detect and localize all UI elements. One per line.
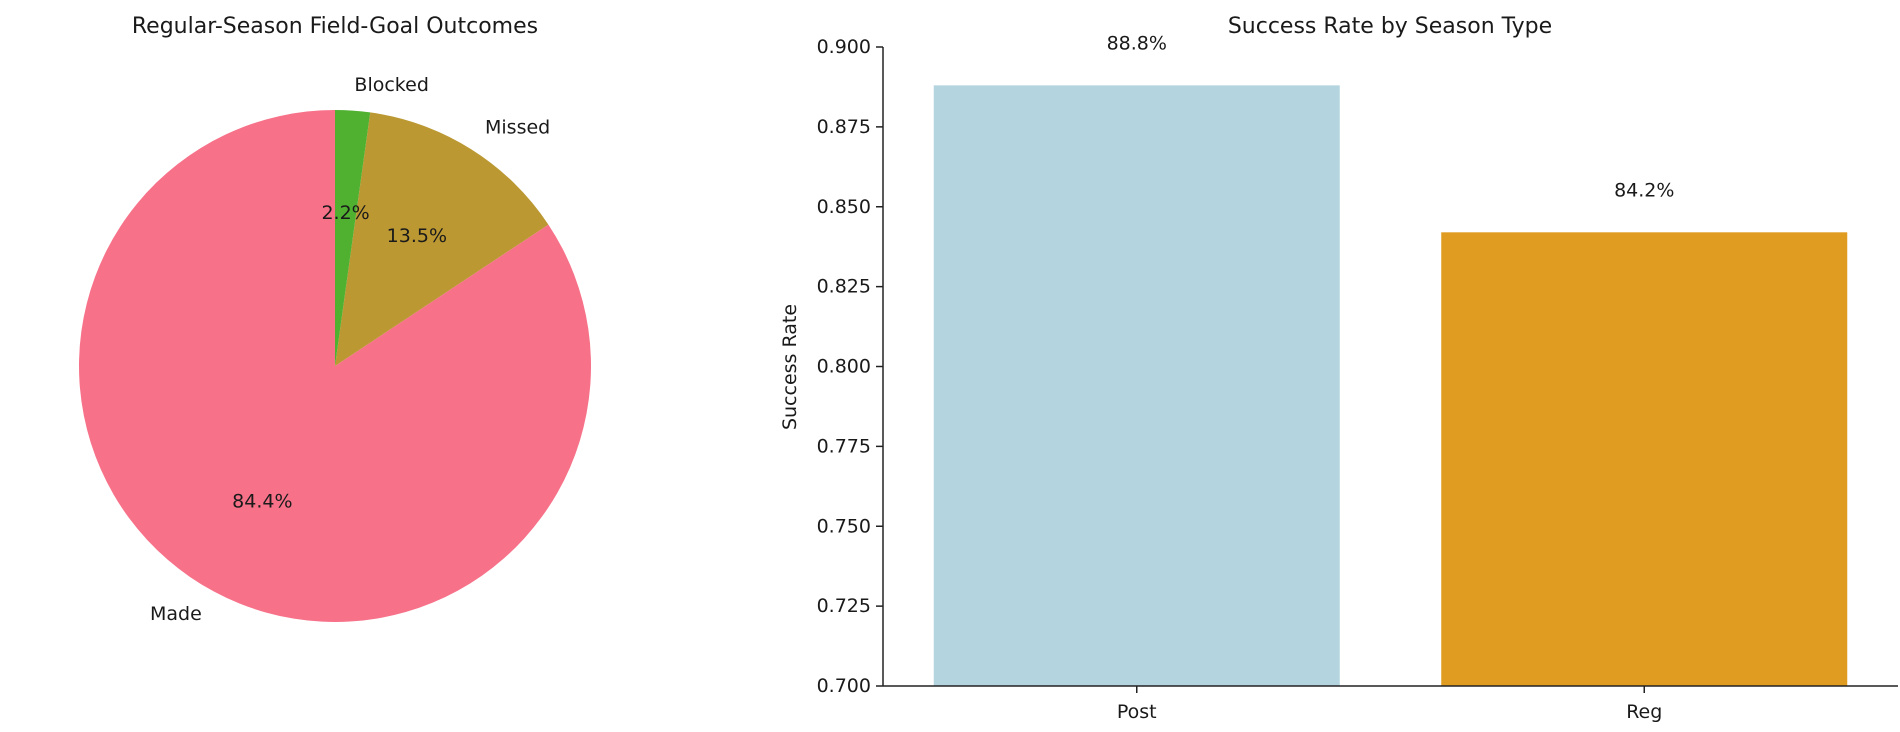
y-tick-label: 0.875 — [817, 116, 871, 138]
pie-slice-missed — [335, 112, 549, 366]
pie-pct-blocked: 2.2% — [321, 202, 369, 224]
y-tick-label: 0.750 — [817, 515, 871, 537]
pie-pct-missed: 13.5% — [387, 225, 447, 247]
x-tick-label-post: Post — [1117, 701, 1157, 723]
pie-label-blocked: Blocked — [354, 74, 428, 96]
pie-slice-blocked — [335, 110, 371, 366]
bar-axes: Post Reg 0.700 0.725 0.750 0.775 0.800 0.825 0.8… — [817, 36, 1898, 723]
bar-chart-title: Success Rate by Season Type — [1228, 14, 1552, 39]
y-tick-label: 0.825 — [817, 276, 871, 298]
y-tick-label: 0.775 — [817, 435, 871, 457]
pie-slices — [79, 110, 592, 622]
bar-value-post: 88.8% — [1107, 32, 1167, 54]
y-axis-title: Success Rate — [779, 304, 801, 430]
pie-texts: 84.4% Made 13.5% Missed 2.2% Blocked — [150, 74, 550, 625]
pie-pct-made: 84.4% — [232, 490, 292, 512]
x-tick-label-reg: Reg — [1626, 701, 1662, 723]
y-tick-label: 0.900 — [817, 36, 871, 58]
bar-chart: Success Rate by Season Type Success Rate… — [779, 14, 1898, 723]
pie-label-made: Made — [150, 603, 202, 625]
y-tick-label: 0.725 — [817, 595, 871, 617]
y-tick-label: 0.700 — [817, 675, 871, 697]
bar-reg — [1441, 232, 1848, 686]
pie-slice-made — [79, 110, 592, 622]
bar-value-reg: 84.2% — [1614, 179, 1674, 201]
pie-label-missed: Missed — [485, 117, 550, 139]
pie-chart-title: Regular-Season Field-Goal Outcomes — [132, 14, 538, 39]
bars: 88.8% 84.2% — [933, 32, 1848, 687]
y-tick-label: 0.800 — [817, 356, 871, 378]
y-tick-label: 0.850 — [817, 196, 871, 218]
pie-chart: Regular-Season Field-Goal Outcomes 84.4%… — [79, 14, 592, 625]
bar-post — [933, 85, 1340, 687]
